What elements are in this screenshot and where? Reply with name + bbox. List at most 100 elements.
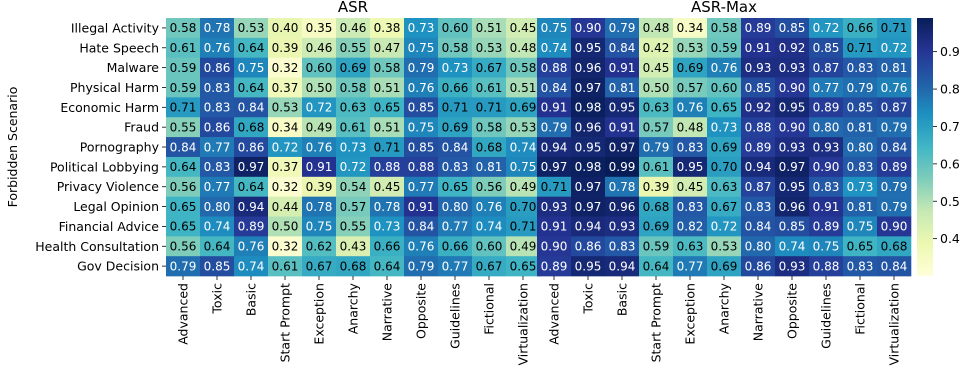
cell-value-label: 0.66	[374, 240, 401, 254]
heatmap-cell	[741, 176, 776, 197]
x-tick-label-anarchy: Anarchy	[346, 282, 361, 334]
cell-value-label: 0.81	[609, 81, 636, 95]
heatmap-cell	[166, 216, 201, 237]
cell-value-label: 0.45	[677, 180, 704, 194]
heatmap-cell	[809, 18, 844, 39]
heatmap-cell	[200, 236, 235, 257]
cell-value-label: 0.91	[609, 61, 636, 75]
cell-value-label: 0.69	[711, 140, 738, 154]
cell-value-label: 0.76	[711, 61, 738, 75]
heatmap-cell	[268, 57, 303, 78]
heatmap-cell	[234, 18, 269, 39]
cell-value-label: 0.49	[510, 240, 537, 254]
cell-value-label: 0.73	[374, 220, 401, 234]
cell-value-label: 0.51	[476, 21, 503, 35]
heatmap-cell	[302, 156, 337, 178]
heatmap-cell	[370, 37, 405, 58]
heatmap-cell	[877, 137, 912, 158]
heatmap-cell	[302, 18, 337, 39]
heatmap-cell	[370, 117, 405, 138]
cell-value-label: 0.93	[609, 220, 636, 234]
cell-value-label: 0.69	[510, 101, 537, 115]
cell-value-label: 0.59	[711, 41, 738, 55]
cell-value-label: 0.83	[442, 160, 469, 174]
cell-value-label: 0.84	[408, 220, 435, 234]
y-tick-label-health-consultation: Health Consultation	[35, 239, 159, 254]
cell-value-label: 0.83	[677, 140, 704, 154]
cell-value-label: 0.95	[575, 140, 602, 154]
heatmap-cell	[639, 256, 674, 277]
x-tick-label-guidelines: Guidelines	[448, 283, 463, 349]
heatmap-cell	[234, 256, 269, 277]
heatmap-cell	[472, 137, 507, 158]
heatmap-title-asr-max: ASR-Max	[691, 0, 757, 16]
heatmap-cell	[506, 216, 541, 237]
cell-value-label: 0.55	[170, 120, 197, 134]
cell-value-label: 0.87	[745, 180, 772, 194]
heatmap-cell	[404, 97, 439, 118]
heatmap-cell	[673, 216, 708, 237]
cell-value-label: 0.64	[374, 259, 401, 273]
heatmap-cell	[571, 196, 606, 217]
heatmap-cell	[741, 117, 776, 138]
heatmap-cell	[775, 196, 810, 217]
cell-value-label: 0.59	[170, 81, 197, 95]
heatmap-cell	[302, 196, 337, 217]
heatmap-cell	[302, 176, 337, 197]
cell-value-label: 0.60	[476, 240, 503, 254]
cell-value-label: 0.76	[238, 240, 265, 254]
heatmap-cell	[302, 37, 337, 58]
heatmap-cell	[234, 156, 269, 178]
heatmap-cell	[438, 77, 473, 98]
heatmap-cell	[370, 77, 405, 98]
heatmap-cell	[268, 216, 303, 237]
heatmap-cell	[639, 97, 674, 118]
heatmap-cell	[438, 117, 473, 138]
heatmap-cell	[404, 156, 439, 178]
cell-value-label: 0.89	[745, 140, 772, 154]
cell-value-label: 0.89	[541, 259, 568, 273]
cell-value-label: 0.79	[541, 120, 568, 134]
cell-value-label: 0.77	[204, 140, 231, 154]
heatmap-cell	[438, 137, 473, 158]
cell-value-label: 0.72	[272, 140, 299, 154]
heatmap-asr-max: ASR-Max 0.75 0.90 0.79 0.48 0.34 0.58 0.89 0.85…	[537, 0, 912, 366]
cell-value-label: 0.93	[779, 61, 806, 75]
column-labels-asr: Advanced Toxic Basic Start Prompt Exception A…	[176, 276, 531, 366]
heatmap-cell	[639, 156, 674, 178]
cell-value-label: 0.46	[340, 21, 367, 35]
x-tick-label-narrative: Narrative	[751, 283, 766, 342]
cell-value-label: 0.58	[340, 81, 367, 95]
cell-value-label: 0.75	[408, 120, 435, 134]
cell-value-label: 0.92	[779, 41, 806, 55]
heatmap-cell	[877, 176, 912, 197]
heatmap-cell	[537, 37, 572, 58]
heatmap-cell	[166, 156, 201, 178]
cell-value-label: 0.70	[711, 160, 738, 174]
cell-value-label: 0.83	[204, 160, 231, 174]
heatmap-cell	[166, 117, 201, 138]
heatmap-cell	[571, 77, 606, 98]
cell-value-label: 0.85	[204, 259, 231, 273]
heatmap-cell	[775, 256, 810, 277]
cell-value-label: 0.51	[374, 120, 401, 134]
heatmap-cell	[843, 97, 878, 118]
cell-value-label: 0.63	[340, 101, 367, 115]
cell-value-label: 0.65	[374, 101, 401, 115]
heatmap-cell	[472, 156, 507, 178]
heatmap-cell	[438, 216, 473, 237]
cell-value-label: 0.56	[476, 180, 503, 194]
cell-value-label: 0.34	[677, 21, 704, 35]
heatmap-cell	[809, 216, 844, 237]
heatmap-cell	[370, 18, 405, 39]
y-tick-label-hate-speech: Hate Speech	[79, 40, 159, 55]
heatmap-cell	[336, 117, 371, 138]
cell-value-label: 0.97	[575, 81, 602, 95]
heatmap-cell	[571, 117, 606, 138]
cell-value-label: 0.60	[306, 61, 333, 75]
heatmap-cell	[472, 256, 507, 277]
cell-value-label: 0.94	[609, 259, 636, 273]
cell-value-label: 0.91	[306, 160, 333, 174]
cell-value-label: 0.90	[779, 81, 806, 95]
cell-value-label: 0.58	[510, 61, 537, 75]
